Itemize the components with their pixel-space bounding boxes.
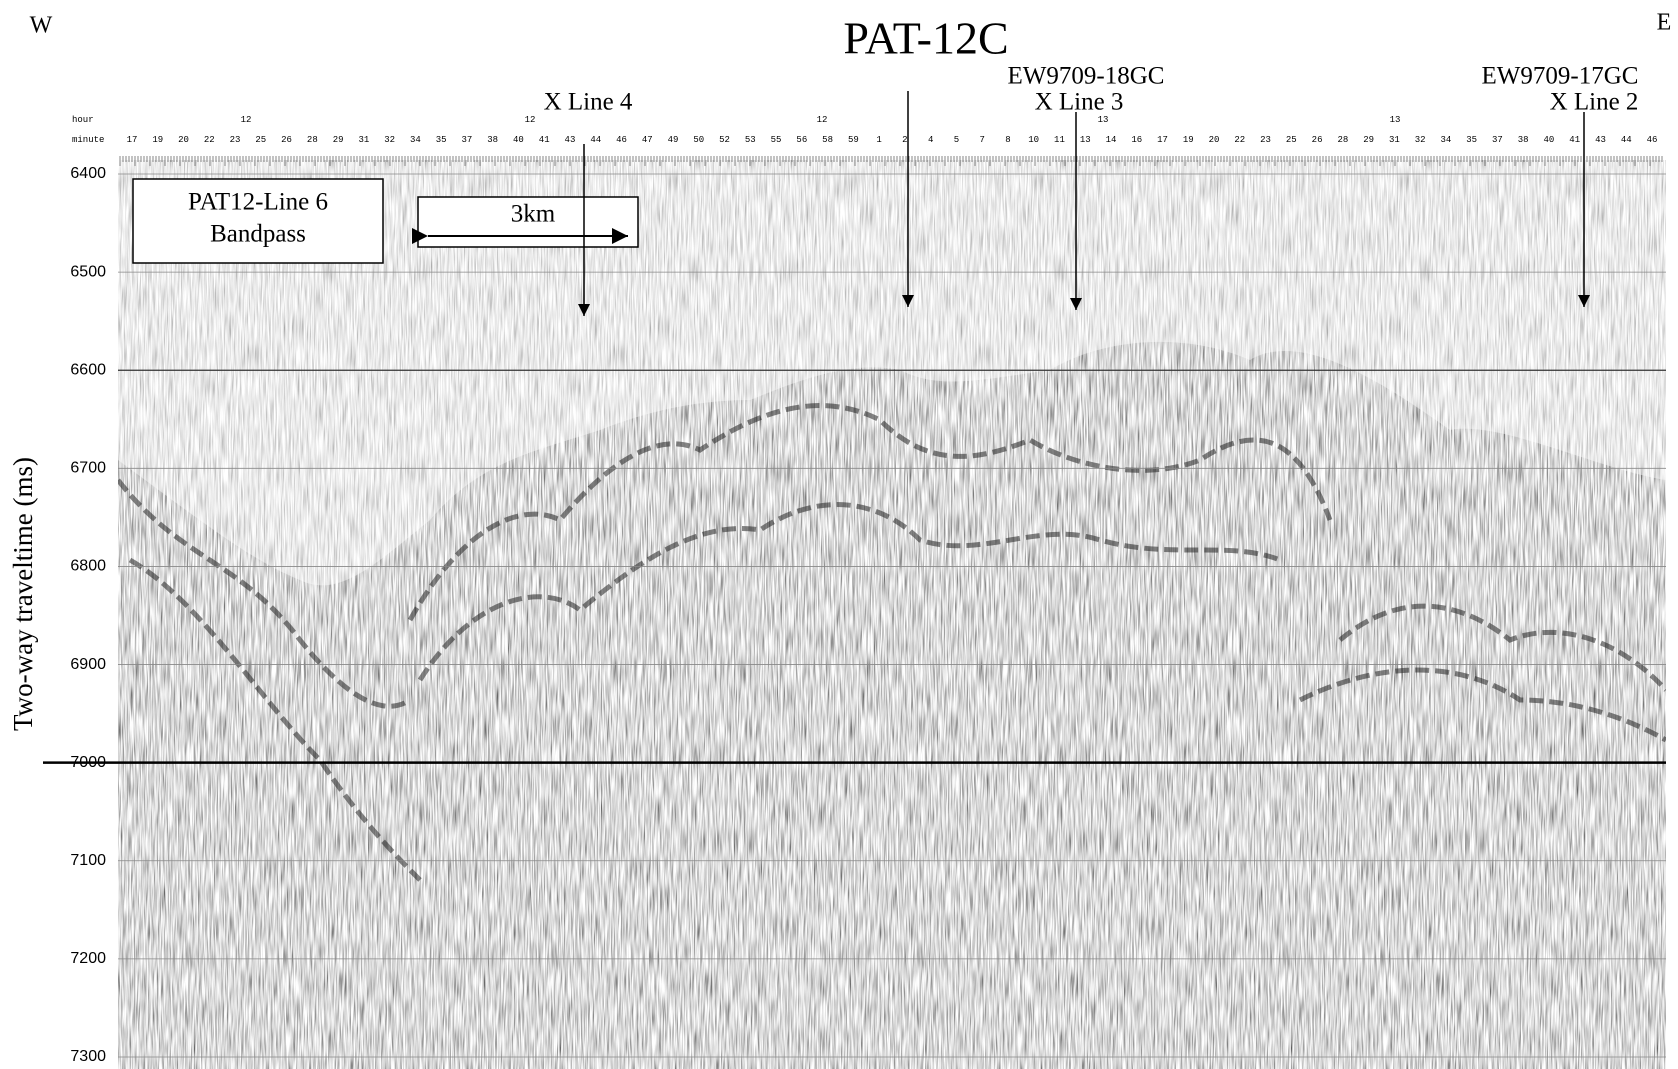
minute-tick-label: 44	[590, 135, 601, 145]
crossline-labels: X Line 4 EW9709-18GC X Line 3 EW9709-17G…	[544, 63, 1639, 116]
box-line: PAT12-Line 6	[188, 189, 328, 216]
minute-tick-label: 23	[1260, 135, 1271, 145]
minute-tick-label: 10	[1028, 135, 1039, 145]
minute-tick-label: 41	[539, 135, 550, 145]
minute-tick-label: 26	[1312, 135, 1323, 145]
minute-tick-label: 8	[1005, 135, 1010, 145]
minute-tick-label: 32	[384, 135, 395, 145]
minute-tick-label: 31	[1389, 135, 1400, 145]
minute-tick-label: 56	[796, 135, 807, 145]
minute-tick-label: 34	[1440, 135, 1451, 145]
minute-tick-label: 29	[333, 135, 344, 145]
y-tick-label: 6400	[70, 165, 106, 182]
minute-tick-label: 20	[178, 135, 189, 145]
east-label: E	[1657, 10, 1672, 36]
minute-tick-label: 22	[204, 135, 215, 145]
minute-tick-label: 14	[1106, 135, 1117, 145]
minute-tick-label: 20	[1209, 135, 1220, 145]
scale-label: 3km	[511, 201, 556, 228]
minute-tick-label: 37	[1492, 135, 1503, 145]
minute-tick-label: 46	[1647, 135, 1658, 145]
minute-tick-label: 13	[1080, 135, 1091, 145]
minute-tick-label: 28	[307, 135, 318, 145]
minute-tick-label: 29	[1363, 135, 1374, 145]
minute-tick-label: 25	[1286, 135, 1297, 145]
minute-tick-label: 32	[1415, 135, 1426, 145]
minute-tick-label: 40	[1544, 135, 1555, 145]
y-tick-label: 6800	[70, 558, 106, 575]
minute-tick-label: 4	[928, 135, 933, 145]
minute-tick-label: 35	[1466, 135, 1477, 145]
y-tick-label: 6900	[70, 656, 106, 673]
time-grid	[43, 173, 1666, 1058]
header-ticks	[119, 156, 1663, 166]
crossline-label: X Line 2	[1550, 89, 1639, 116]
minute-tick-label: 53	[745, 135, 756, 145]
title: PAT-12C	[843, 13, 1008, 64]
box-line: Bandpass	[210, 221, 306, 248]
minute-tick-label: 38	[1518, 135, 1529, 145]
minute-tick-label: 16	[1131, 135, 1142, 145]
y-tick-label: 6700	[70, 460, 106, 477]
minute-tick-label: 5	[954, 135, 959, 145]
crossline-arrows	[578, 91, 1590, 316]
minute-tick-label: 41	[1569, 135, 1580, 145]
hour-tick-label: 12	[525, 115, 536, 125]
minute-tick-label: 34	[410, 135, 421, 145]
crossline-label: EW9709-17GC	[1482, 63, 1639, 90]
minute-tick-label: 23	[230, 135, 241, 145]
minute-tick-label: 43	[1595, 135, 1606, 145]
y-tick-label: 6500	[70, 263, 106, 280]
minute-tick-label: 44	[1621, 135, 1632, 145]
minute-tick-label: 2	[902, 135, 907, 145]
y-tick-label: 7000	[70, 754, 106, 771]
minute-tick-label: 43	[565, 135, 576, 145]
minute-tick-label: 7	[979, 135, 984, 145]
minute-tick-label: 31	[358, 135, 369, 145]
minute-tick-label: 59	[848, 135, 859, 145]
hour-tick-label: 13	[1390, 115, 1401, 125]
minute-tick-label: 47	[642, 135, 653, 145]
minute-tick-label: 19	[1183, 135, 1194, 145]
hour-tick-label: 12	[817, 115, 828, 125]
minute-tick-label: 49	[668, 135, 679, 145]
label-box: PAT12-Line 6 Bandpass	[132, 178, 384, 264]
minute-tick-label: 38	[487, 135, 498, 145]
minute-tick-label: 46	[616, 135, 627, 145]
minute-tick-label: 11	[1054, 135, 1065, 145]
minute-tick-label: 37	[462, 135, 473, 145]
minute-tick-label: 28	[1337, 135, 1348, 145]
minute-tick-label: 58	[822, 135, 833, 145]
y-tick-label: 7300	[70, 1048, 106, 1065]
minute-tick-label: 55	[771, 135, 782, 145]
y-tick-label: 6600	[70, 361, 106, 378]
hour-label: hour	[72, 115, 94, 125]
hour-tick-label: 12	[241, 115, 252, 125]
west-label: W	[30, 13, 53, 39]
y-tick-label: 7100	[70, 852, 106, 869]
crossline-label: X Line 4	[544, 89, 633, 116]
hour-tick-label: 13	[1098, 115, 1109, 125]
minute-tick-label: 40	[513, 135, 524, 145]
minute-tick-label: 17	[127, 135, 138, 145]
y-axis: 6400 6500 6600 6700 6800 6900 7000 7100 7200 7300	[70, 165, 106, 1065]
crossline-label: X Line 3	[1035, 89, 1124, 116]
scale-bar: 3km	[412, 196, 639, 248]
minute-tick-label: 50	[693, 135, 704, 145]
minute-tick-label: 35	[436, 135, 447, 145]
minute-tick-label: 25	[255, 135, 266, 145]
minute-label: minute	[72, 135, 104, 145]
minute-tick-label: 52	[719, 135, 730, 145]
minute-tick-label: 26	[281, 135, 292, 145]
y-axis-title: Two-way traveltime (ms)	[8, 457, 38, 731]
minute-tick-label: 1	[876, 135, 881, 145]
minute-tick-label: 19	[152, 135, 163, 145]
crossline-label: EW9709-18GC	[1008, 63, 1165, 90]
minute-tick-label: 22	[1234, 135, 1245, 145]
minute-tick-label: 17	[1157, 135, 1168, 145]
seismic-image	[118, 160, 1666, 1069]
y-tick-label: 7200	[70, 950, 106, 967]
